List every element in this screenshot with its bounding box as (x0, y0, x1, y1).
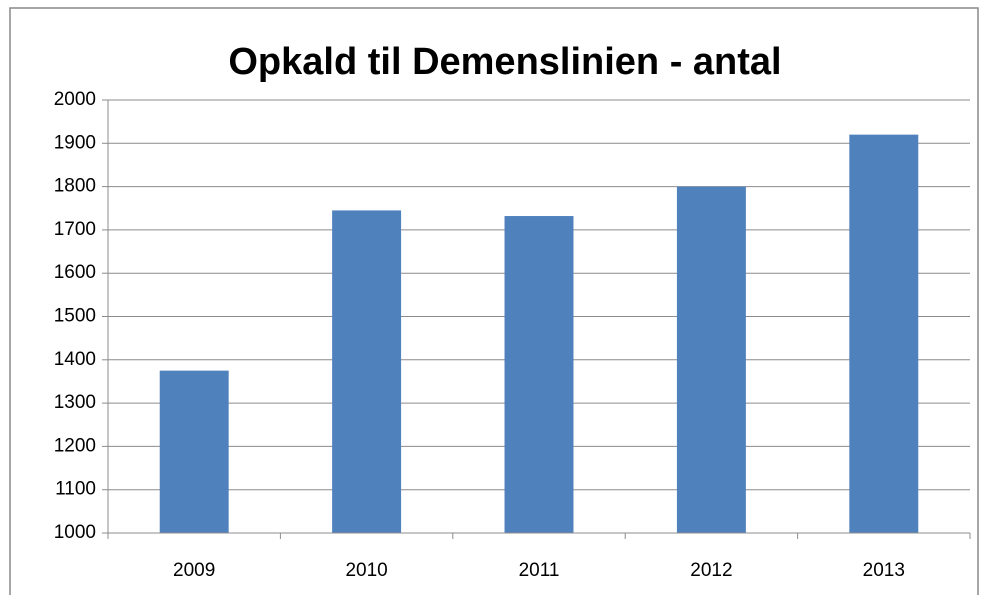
bar (332, 210, 402, 534)
y-tick-label: 1500 (54, 306, 96, 327)
x-tick-label: 2010 (345, 560, 387, 581)
y-tick-label: 1700 (54, 219, 96, 240)
chart-title: Opkald til Demenslinien - antal (228, 41, 781, 83)
x-tick-label: 2009 (173, 560, 215, 581)
y-tick-label: 1900 (54, 132, 96, 153)
y-tick-label: 1200 (54, 435, 96, 456)
y-tick-label: 1300 (54, 392, 96, 413)
y-tick-label: 1800 (54, 176, 96, 197)
bar (504, 216, 574, 533)
x-tick-label: 2012 (690, 560, 732, 581)
x-tick-label: 2013 (863, 560, 905, 581)
y-tick-label: 1100 (55, 479, 96, 500)
chart-frame (9, 7, 979, 595)
bar (676, 186, 746, 533)
y-tick-label: 2000 (54, 89, 96, 110)
y-tick-label: 1400 (54, 349, 96, 370)
bar (159, 370, 229, 533)
x-tick-label: 2011 (519, 560, 560, 581)
y-tick-label: 1600 (54, 262, 96, 283)
bar (849, 134, 919, 533)
y-tick-label: 1000 (54, 522, 96, 543)
